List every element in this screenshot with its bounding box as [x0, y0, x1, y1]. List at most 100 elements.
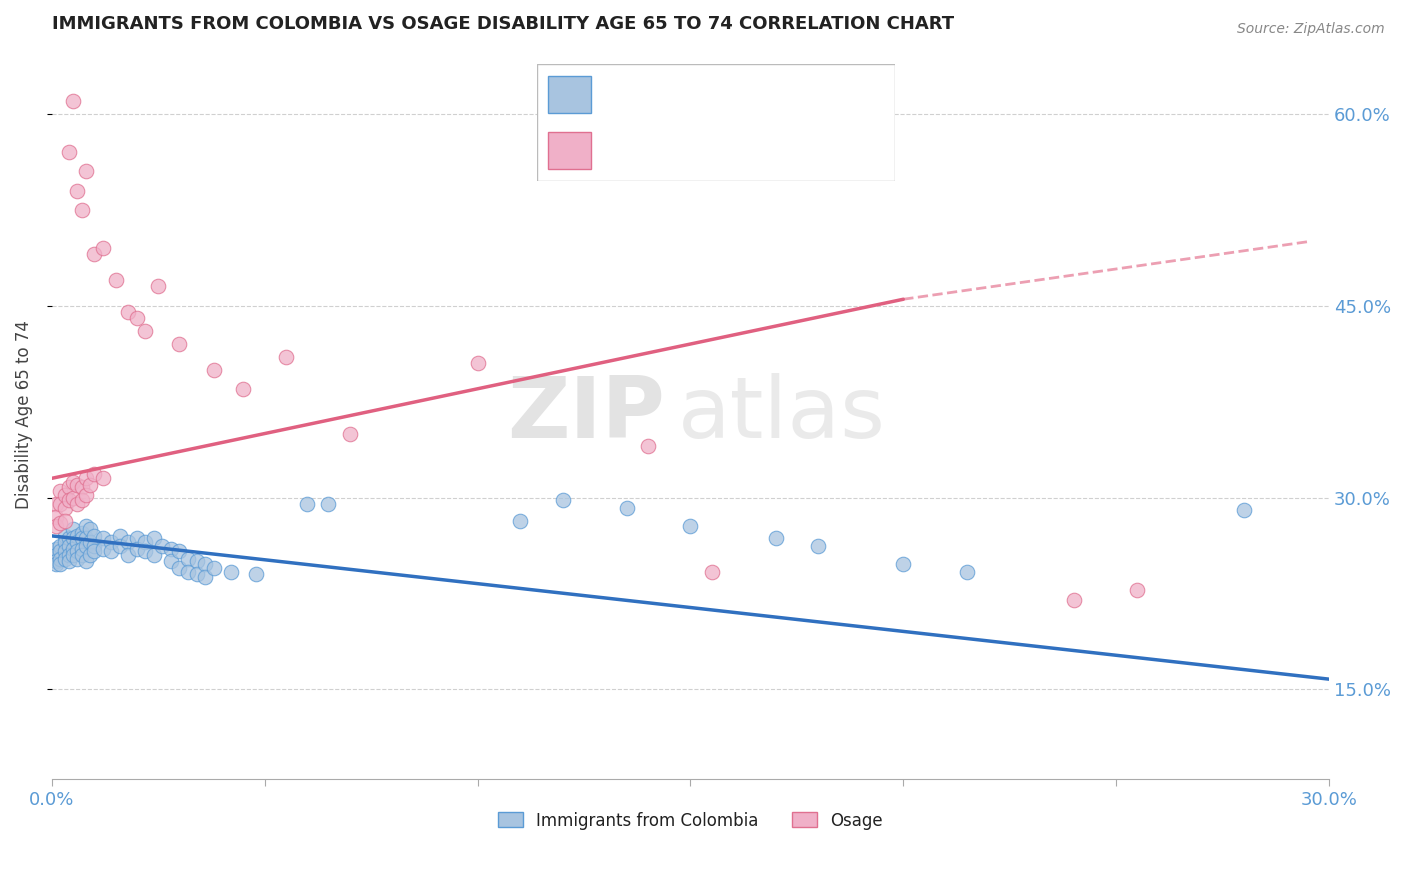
Point: [53, 552, 76, 566]
Point: [134, 544, 156, 558]
Point: [79, 477, 101, 491]
Point: [45, 497, 67, 511]
Point: [467, 356, 489, 370]
Point: [45, 509, 67, 524]
Point: [75, 539, 97, 553]
Point: [70, 480, 93, 494]
Point: [152, 539, 174, 553]
Legend: Immigrants from Colombia, Osage: Immigrants from Colombia, Osage: [491, 805, 890, 836]
Point: [202, 561, 225, 575]
Y-axis label: Disability Age 65 to 74: Disability Age 65 to 74: [15, 320, 32, 508]
Point: [194, 570, 217, 584]
Point: [66, 529, 89, 543]
Point: [100, 544, 122, 558]
Point: [49, 544, 72, 558]
Point: [148, 279, 170, 293]
Point: [160, 541, 183, 556]
Point: [169, 337, 191, 351]
Point: [49, 552, 72, 566]
Point: [62, 491, 84, 505]
Point: [49, 497, 72, 511]
Point: [807, 539, 830, 553]
Point: [70, 526, 93, 541]
Point: [245, 567, 267, 582]
Point: [58, 480, 80, 494]
Point: [142, 532, 165, 546]
Point: [45, 554, 67, 568]
Point: [108, 529, 131, 543]
Point: [765, 532, 787, 546]
Point: [169, 544, 191, 558]
Point: [551, 493, 574, 508]
Point: [169, 561, 191, 575]
Point: [91, 532, 114, 546]
Point: [62, 94, 84, 108]
Point: [177, 552, 200, 566]
Point: [58, 145, 80, 160]
Point: [75, 532, 97, 546]
Text: Source: ZipAtlas.com: Source: ZipAtlas.com: [1237, 22, 1385, 37]
Point: [70, 532, 93, 546]
Point: [62, 532, 84, 546]
Point: [45, 557, 67, 571]
Point: [134, 535, 156, 549]
Point: [45, 541, 67, 556]
Point: [75, 488, 97, 502]
Point: [62, 541, 84, 556]
Point: [616, 500, 638, 515]
Point: [160, 554, 183, 568]
Point: [66, 535, 89, 549]
Point: [83, 544, 105, 558]
Point: [100, 535, 122, 549]
Point: [53, 514, 76, 528]
Point: [79, 535, 101, 549]
Point: [58, 539, 80, 553]
Point: [49, 539, 72, 553]
Point: [104, 273, 127, 287]
Point: [53, 500, 76, 515]
Point: [53, 529, 76, 543]
Point: [66, 544, 89, 558]
Point: [339, 426, 361, 441]
Point: [75, 554, 97, 568]
Point: [66, 184, 89, 198]
Point: [91, 541, 114, 556]
Point: [117, 548, 139, 562]
Point: [274, 350, 297, 364]
Point: [219, 565, 242, 579]
Point: [66, 497, 89, 511]
Point: [318, 497, 340, 511]
Point: [49, 484, 72, 499]
Point: [75, 518, 97, 533]
Point: [956, 565, 979, 579]
Point: [58, 493, 80, 508]
Point: [58, 548, 80, 562]
Point: [202, 362, 225, 376]
Point: [53, 535, 76, 549]
Point: [177, 565, 200, 579]
Point: [679, 518, 702, 533]
Point: [186, 567, 208, 582]
Point: [53, 488, 76, 502]
Point: [142, 548, 165, 562]
Point: [70, 541, 93, 556]
Point: [194, 557, 217, 571]
Point: [117, 305, 139, 319]
Point: [70, 493, 93, 508]
Point: [117, 535, 139, 549]
Point: [1126, 582, 1149, 597]
Point: [79, 523, 101, 537]
Point: [45, 518, 67, 533]
Point: [91, 471, 114, 485]
Point: [891, 557, 914, 571]
Point: [58, 554, 80, 568]
Point: [700, 565, 723, 579]
Point: [295, 497, 318, 511]
Point: [70, 202, 93, 217]
Point: [62, 548, 84, 562]
Point: [58, 532, 80, 546]
Point: [70, 548, 93, 562]
Point: [125, 541, 148, 556]
Point: [49, 516, 72, 530]
Text: ZIP: ZIP: [508, 373, 665, 456]
